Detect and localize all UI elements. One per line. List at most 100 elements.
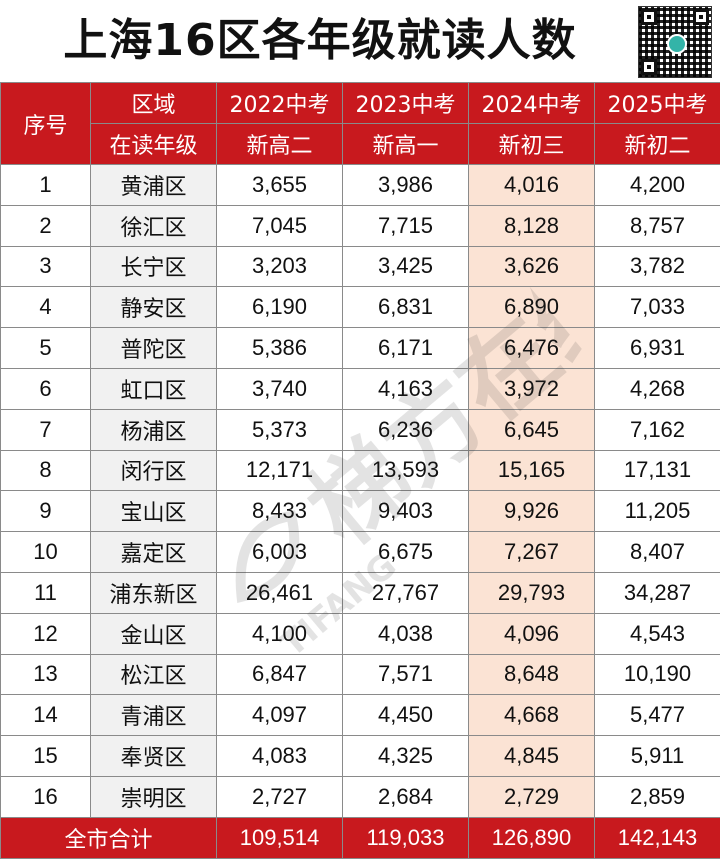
header-year-2024: 2024中考 xyxy=(469,83,595,124)
row-district: 徐汇区 xyxy=(91,205,217,246)
cell-2025: 10,190 xyxy=(595,654,720,695)
row-district: 金山区 xyxy=(91,613,217,654)
cell-2024: 7,267 xyxy=(469,532,595,573)
cell-2024: 8,648 xyxy=(469,654,595,695)
cell-2022: 3,740 xyxy=(217,368,343,409)
table-header: 序号 区域 2022中考 2023中考 2024中考 2025中考 在读年级 新… xyxy=(1,83,720,165)
cell-2023: 4,163 xyxy=(343,368,469,409)
cell-2022: 5,373 xyxy=(217,409,343,450)
row-district: 普陀区 xyxy=(91,328,217,369)
cell-2023: 3,425 xyxy=(343,246,469,287)
row-district: 静安区 xyxy=(91,287,217,328)
row-index: 3 xyxy=(1,246,91,287)
total-2024: 126,890 xyxy=(469,817,595,858)
cell-2025: 4,268 xyxy=(595,368,720,409)
cell-2023: 6,675 xyxy=(343,532,469,573)
row-district: 宝山区 xyxy=(91,491,217,532)
row-index: 8 xyxy=(1,450,91,491)
row-index: 16 xyxy=(1,776,91,817)
cell-2024: 3,626 xyxy=(469,246,595,287)
header-grade-label: 在读年级 xyxy=(91,124,217,165)
cell-2023: 27,767 xyxy=(343,572,469,613)
cell-2023: 9,403 xyxy=(343,491,469,532)
enrollment-table: 序号 区域 2022中考 2023中考 2024中考 2025中考 在读年级 新… xyxy=(0,82,720,859)
qr-code-icon xyxy=(638,6,712,78)
cell-2023: 4,325 xyxy=(343,736,469,777)
cell-2022: 5,386 xyxy=(217,328,343,369)
cell-2023: 4,450 xyxy=(343,695,469,736)
cell-2024: 4,096 xyxy=(469,613,595,654)
cell-2023: 6,236 xyxy=(343,409,469,450)
cell-2022: 2,727 xyxy=(217,776,343,817)
table-footer: 全市合计 109,514 119,033 126,890 142,143 xyxy=(1,817,720,858)
row-index: 6 xyxy=(1,368,91,409)
cell-2025: 4,200 xyxy=(595,165,720,206)
row-index: 5 xyxy=(1,328,91,369)
cell-2023: 4,038 xyxy=(343,613,469,654)
cell-2025: 11,205 xyxy=(595,491,720,532)
row-index: 2 xyxy=(1,205,91,246)
cell-2024: 9,926 xyxy=(469,491,595,532)
row-district: 浦东新区 xyxy=(91,572,217,613)
row-district: 青浦区 xyxy=(91,695,217,736)
cell-2024: 2,729 xyxy=(469,776,595,817)
cell-2023: 6,171 xyxy=(343,328,469,369)
row-district: 崇明区 xyxy=(91,776,217,817)
cell-2025: 3,782 xyxy=(595,246,720,287)
cell-2024: 29,793 xyxy=(469,572,595,613)
cell-2025: 7,033 xyxy=(595,287,720,328)
row-index: 1 xyxy=(1,165,91,206)
row-index: 13 xyxy=(1,654,91,695)
cell-2022: 26,461 xyxy=(217,572,343,613)
cell-2025: 5,477 xyxy=(595,695,720,736)
cell-2025: 2,859 xyxy=(595,776,720,817)
total-label: 全市合计 xyxy=(1,817,217,858)
row-district: 奉贤区 xyxy=(91,736,217,777)
total-2023: 119,033 xyxy=(343,817,469,858)
cell-2022: 4,083 xyxy=(217,736,343,777)
header-grade-2022: 新高二 xyxy=(217,124,343,165)
cell-2024: 15,165 xyxy=(469,450,595,491)
cell-2023: 2,684 xyxy=(343,776,469,817)
header-year-2022: 2022中考 xyxy=(217,83,343,124)
cell-2024: 3,972 xyxy=(469,368,595,409)
header-grade-2025: 新初二 xyxy=(595,124,720,165)
cell-2022: 12,171 xyxy=(217,450,343,491)
row-index: 10 xyxy=(1,532,91,573)
cell-2024: 6,645 xyxy=(469,409,595,450)
cell-2022: 3,655 xyxy=(217,165,343,206)
total-2025: 142,143 xyxy=(595,817,720,858)
cell-2022: 4,097 xyxy=(217,695,343,736)
cell-2025: 17,131 xyxy=(595,450,720,491)
row-index: 15 xyxy=(1,736,91,777)
cell-2025: 8,407 xyxy=(595,532,720,573)
header-year-2023: 2023中考 xyxy=(343,83,469,124)
cell-2022: 3,203 xyxy=(217,246,343,287)
cell-2022: 8,433 xyxy=(217,491,343,532)
cell-2024: 4,845 xyxy=(469,736,595,777)
cell-2023: 7,715 xyxy=(343,205,469,246)
cell-2023: 13,593 xyxy=(343,450,469,491)
row-district: 杨浦区 xyxy=(91,409,217,450)
cell-2024: 8,128 xyxy=(469,205,595,246)
cell-2024: 6,476 xyxy=(469,328,595,369)
header-grade-2024: 新初三 xyxy=(469,124,595,165)
cell-2025: 4,543 xyxy=(595,613,720,654)
cell-2024: 4,668 xyxy=(469,695,595,736)
cell-2022: 4,100 xyxy=(217,613,343,654)
header-district: 区域 xyxy=(91,83,217,124)
row-index: 14 xyxy=(1,695,91,736)
